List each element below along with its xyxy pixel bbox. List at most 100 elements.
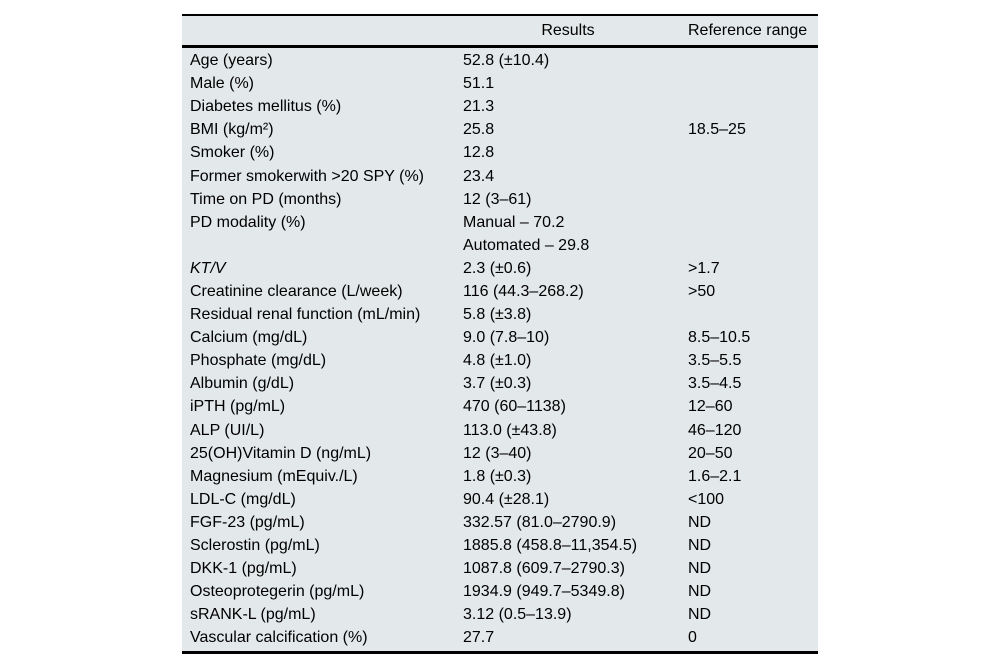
parameter-cell: Vascular calcification (%)	[190, 629, 368, 647]
parameter-cell: 25(OH)Vitamin D (ng/mL)	[190, 444, 372, 462]
table-row: Osteoprotegerin (pg/mL) 1934.9 (949.7–53…	[182, 580, 818, 603]
table-row: iPTH (pg/mL) 470 (60–1138) 12–60	[182, 395, 818, 418]
parameter-cell: Albumin (g/dL)	[190, 375, 295, 393]
parameter-cell: sRANK-L (pg/mL)	[190, 606, 316, 624]
results-cell: 113.0 (±43.8)	[463, 421, 557, 439]
column-header-reference-range: Reference range	[688, 22, 808, 39]
parameter-cell: Creatinine clearance (L/week)	[190, 282, 403, 300]
results-cell: 5.8 (±3.8)	[463, 306, 532, 324]
results-cell: 3.12 (0.5–13.9)	[463, 606, 572, 624]
results-cell: Manual – 70.2	[463, 213, 565, 231]
results-cell: 23.4	[463, 167, 495, 185]
results-cell: 51.1	[463, 75, 495, 93]
table-row: DKK-1 (pg/mL) 1087.8 (609.7–2790.3) ND	[182, 557, 818, 580]
results-cell: 12 (3–40)	[463, 444, 532, 462]
parameter-cell: Residual renal function (mL/min)	[190, 306, 421, 324]
table-row: Residual renal function (mL/min) 5.8 (±3…	[182, 303, 818, 326]
table-row: Smoker (%) 12.8	[182, 141, 818, 164]
table-row: KT/V 2.3 (±0.6) >1.7	[182, 257, 818, 280]
reference-cell: ND	[688, 560, 712, 578]
reference-cell: 1.6–2.1	[688, 467, 742, 485]
reference-cell: 0	[688, 629, 697, 647]
parameter-cell: ALP (UI/L)	[190, 421, 265, 439]
reference-cell: ND	[688, 537, 712, 555]
table-row: Vascular calcification (%) 27.7 0	[182, 626, 818, 649]
parameter-cell: BMI (kg/m²)	[190, 121, 274, 139]
parameter-cell: Phosphate (mg/dL)	[190, 352, 327, 370]
parameter-cell: KT/V	[190, 259, 226, 277]
results-table: Results Reference range Age (years) 52.8…	[182, 14, 818, 655]
results-cell: 470 (60–1138)	[463, 398, 566, 416]
parameter-cell: Diabetes mellitus (%)	[190, 98, 342, 116]
results-cell: 9.0 (7.8–10)	[463, 329, 550, 347]
reference-cell: ND	[688, 606, 712, 624]
parameter-cell: DKK-1 (pg/mL)	[190, 560, 297, 578]
table-row: ALP (UI/L) 113.0 (±43.8) 46–120	[182, 419, 818, 442]
table-row: Former smokerwith >20 SPY (%) 23.4	[182, 164, 818, 187]
reference-cell: 46–120	[688, 421, 742, 439]
reference-cell: 3.5–4.5	[688, 375, 742, 393]
table-row: Magnesium (mEquiv./L) 1.8 (±0.3) 1.6–2.1	[182, 465, 818, 488]
reference-cell: >1.7	[688, 259, 720, 277]
table-row: 25(OH)Vitamin D (ng/mL) 12 (3–40) 20–50	[182, 442, 818, 465]
table-row: Age (years) 52.8 (±10.4)	[182, 49, 818, 72]
table-row: Creatinine clearance (L/week) 116 (44.3–…	[182, 280, 818, 303]
reference-cell: <100	[688, 490, 725, 508]
parameter-cell: FGF-23 (pg/mL)	[190, 513, 305, 531]
results-cell: 116 (44.3–268.2)	[463, 282, 584, 300]
table-row: BMI (kg/m²) 25.8 18.5–25	[182, 118, 818, 141]
parameter-cell: Sclerostin (pg/mL)	[190, 537, 320, 555]
parameter-cell: Age (years)	[190, 52, 273, 70]
parameter-cell: Time on PD (months)	[190, 190, 342, 208]
results-cell: 25.8	[463, 121, 495, 139]
results-cell: 1.8 (±0.3)	[463, 467, 532, 485]
table-row: Albumin (g/dL) 3.7 (±0.3) 3.5–4.5	[182, 372, 818, 395]
results-cell: 12 (3–61)	[463, 190, 532, 208]
results-cell: 12.8	[463, 144, 495, 162]
table-row: FGF-23 (pg/mL) 332.57 (81.0–2790.9) ND	[182, 511, 818, 534]
reference-cell: 8.5–10.5	[688, 329, 751, 347]
results-cell: Automated – 29.8	[463, 236, 590, 254]
parameter-cell: Osteoprotegerin (pg/mL)	[190, 583, 365, 601]
results-cell: 27.7	[463, 629, 495, 647]
results-cell: 2.3 (±0.6)	[463, 259, 532, 277]
results-cell: 1885.8 (458.8–11,354.5)	[463, 537, 638, 555]
reference-cell: 12–60	[688, 398, 733, 416]
table-row: Male (%) 51.1	[182, 72, 818, 95]
reference-cell: ND	[688, 583, 712, 601]
table-row: sRANK-L (pg/mL) 3.12 (0.5–13.9) ND	[182, 603, 818, 626]
reference-cell: 18.5–25	[688, 121, 746, 139]
results-cell: 21.3	[463, 98, 495, 116]
table-row: PD modality (%) Manual – 70.2	[182, 211, 818, 234]
results-cell: 90.4 (±28.1)	[463, 490, 550, 508]
table-row: Time on PD (months) 12 (3–61)	[182, 188, 818, 211]
results-cell: 332.57 (81.0–2790.9)	[463, 513, 617, 531]
parameter-cell: PD modality (%)	[190, 213, 306, 231]
reference-cell: >50	[688, 282, 716, 300]
reference-cell: 20–50	[688, 444, 733, 462]
results-cell: 1934.9 (949.7–5349.8)	[463, 583, 625, 601]
results-cell: 1087.8 (609.7–2790.3)	[463, 560, 625, 578]
parameter-cell: Former smokerwith >20 SPY (%)	[190, 167, 424, 185]
table-row: Phosphate (mg/dL) 4.8 (±1.0) 3.5–5.5	[182, 349, 818, 372]
results-cell: 3.7 (±0.3)	[463, 375, 532, 393]
results-cell: 4.8 (±1.0)	[463, 352, 532, 370]
table-row: Automated – 29.8	[182, 234, 818, 257]
table-body: Age (years) 52.8 (±10.4) Male (%) 51.1 D…	[182, 48, 818, 655]
reference-cell: ND	[688, 513, 712, 531]
parameter-cell: Male (%)	[190, 75, 255, 93]
table-header-row: Results Reference range	[182, 14, 818, 48]
table-row: LDL-C (mg/dL) 90.4 (±28.1) <100	[182, 488, 818, 511]
parameter-cell: iPTH (pg/mL)	[190, 398, 286, 416]
table-row: Sclerostin (pg/mL) 1885.8 (458.8–11,354.…	[182, 534, 818, 557]
parameter-cell: Calcium (mg/dL)	[190, 329, 308, 347]
table-row: Diabetes mellitus (%) 21.3	[182, 95, 818, 118]
parameter-cell: Smoker (%)	[190, 144, 275, 162]
parameter-cell: LDL-C (mg/dL)	[190, 490, 296, 508]
reference-cell: 3.5–5.5	[688, 352, 742, 370]
parameter-cell: Magnesium (mEquiv./L)	[190, 467, 358, 485]
results-cell: 52.8 (±10.4)	[463, 52, 550, 70]
table-row: Calcium (mg/dL) 9.0 (7.8–10) 8.5–10.5	[182, 326, 818, 349]
column-header-results: Results	[541, 22, 595, 39]
